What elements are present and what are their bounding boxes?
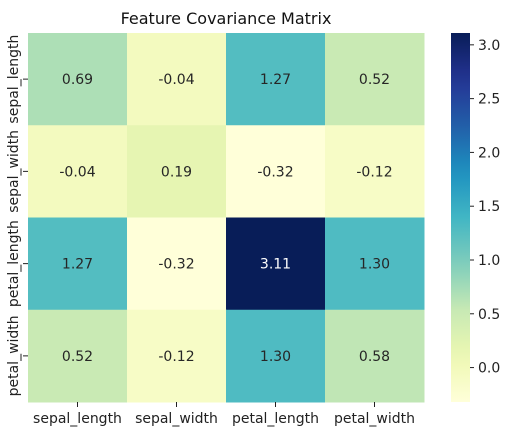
cell-value-label: -0.12 — [356, 164, 392, 180]
cell-value-label: -0.32 — [158, 257, 194, 273]
heatmap-cell — [28, 309, 128, 403]
colorbar-tick-label: 2.0 — [478, 145, 500, 161]
cell-value-label: 0.58 — [359, 349, 390, 365]
heatmap-cell — [325, 217, 425, 311]
y-tick-label: petal_width — [6, 315, 22, 396]
y-tick-label: sepal_length — [6, 35, 22, 124]
x-tick-label: petal_width — [334, 411, 415, 427]
colorbar-gradient — [451, 33, 470, 402]
y-tick-label: sepal_width — [6, 130, 22, 213]
cell-value-label: -0.04 — [59, 164, 95, 180]
colorbar-tick-label: 1.5 — [478, 199, 500, 215]
heatmap-cell — [28, 33, 128, 126]
cell-value-label: 1.27 — [62, 257, 93, 273]
x-tick-label: petal_length — [232, 411, 319, 427]
heatmap-cells: 0.69 -0.04 1.27 0.52 -0.04 0.19 -0.32 -0.12 1.27… — [28, 33, 425, 403]
heatmap-cell — [226, 309, 326, 403]
colorbar-tick-label: 0.0 — [478, 361, 500, 377]
heatmap-cell — [226, 217, 326, 311]
heatmap-cell — [226, 33, 326, 126]
y-axis-ticks: sepal_length sepal_width petal_lengthpetal… — [6, 35, 28, 396]
heatmap-cell — [127, 125, 227, 218]
cell-value-label: 1.27 — [260, 72, 291, 88]
heatmap-cell — [325, 33, 425, 126]
chart-title: Feature Covariance Matrix — [121, 9, 332, 28]
x-tick-label: sepal_width — [135, 411, 218, 427]
heatmap-cell — [127, 33, 227, 126]
cell-value-label: 0.52 — [62, 349, 93, 365]
colorbar-tick-label: 0.5 — [478, 307, 500, 323]
heatmap-cell — [226, 125, 326, 218]
cell-value-label: -0.04 — [158, 72, 194, 88]
cell-value-label: 0.69 — [62, 72, 93, 88]
colorbar-tick-label: 1.0 — [478, 253, 500, 269]
heatmap-cell — [325, 309, 425, 403]
cell-value-label: -0.32 — [257, 164, 293, 180]
cell-value-label: 1.30 — [359, 257, 390, 273]
colorbar: 0.0 0.5 1.0 1.5 2.0 2.5 3.0 — [451, 33, 500, 402]
heatmap-cell — [28, 125, 128, 218]
heatmap-cell — [127, 217, 227, 311]
cell-value-label: 0.19 — [161, 164, 192, 180]
cell-value-label: 0.52 — [359, 72, 390, 88]
x-axis-ticks: sepal_length sepal_width petal_length petal… — [33, 402, 415, 427]
heatmap-cell — [325, 125, 425, 218]
cell-value-label: 1.30 — [260, 349, 291, 365]
x-tick-label: sepal_length — [33, 411, 122, 427]
y-tick-label: petal_length — [6, 220, 22, 307]
colorbar-tick-label: 2.5 — [478, 92, 500, 108]
cell-value-label: 3.11 — [260, 257, 291, 273]
colorbar-tick-label: 3.0 — [478, 38, 500, 54]
heatmap-cell — [28, 217, 128, 311]
cell-value-label: -0.12 — [158, 349, 194, 365]
heatmap-cell — [127, 309, 227, 403]
